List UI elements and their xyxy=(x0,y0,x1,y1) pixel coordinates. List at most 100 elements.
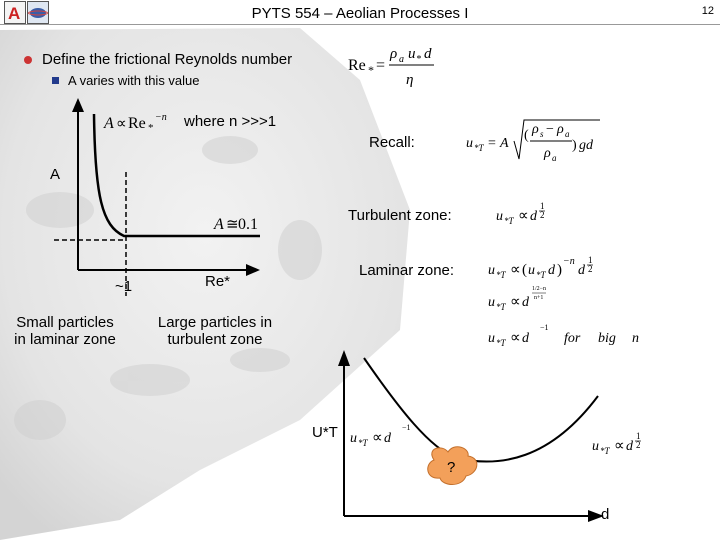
svg-text:for: for xyxy=(564,331,581,346)
svg-text:ρ: ρ xyxy=(556,122,564,137)
a-curve xyxy=(92,113,260,238)
svg-text:d: d xyxy=(530,209,538,224)
approx-one-label: ~1 xyxy=(115,278,133,295)
svg-text:∝: ∝ xyxy=(372,430,383,446)
svg-text:u: u xyxy=(496,209,503,224)
uncertain-region-blob xyxy=(427,446,478,485)
svg-text:−n: −n xyxy=(563,256,575,267)
ut-axis-arrow-icon xyxy=(338,350,350,366)
question-mark-label: ? xyxy=(447,459,456,476)
svg-text:u: u xyxy=(408,46,416,62)
svg-text:*: * xyxy=(148,122,154,134)
svg-text:∝: ∝ xyxy=(510,294,521,310)
svg-text:n: n xyxy=(632,331,639,346)
svg-text:a: a xyxy=(552,153,557,163)
svg-text:∝: ∝ xyxy=(510,330,521,346)
header-bar: A PYTS 554 – Aeolian Processes I 12 xyxy=(0,0,720,26)
svg-text:∝: ∝ xyxy=(614,438,625,454)
a-vs-re-graph xyxy=(54,98,260,296)
svg-text:d: d xyxy=(578,263,586,278)
svg-text:0.1: 0.1 xyxy=(238,216,258,233)
laminar-formula-1: u *T ∝ ( u *T d ) −n d 1 2 xyxy=(488,255,593,280)
ut-axis-label: U*T xyxy=(312,424,338,441)
svg-text:*T: *T xyxy=(496,302,507,312)
svg-text:*T: *T xyxy=(496,338,507,348)
large-particle-formula: u *T ∝ d 1 2 xyxy=(592,431,641,456)
svg-text:*: * xyxy=(368,63,374,77)
svg-text:a: a xyxy=(399,54,404,65)
svg-text:1/2−n: 1/2−n xyxy=(532,286,546,292)
svg-text:big: big xyxy=(598,331,616,346)
bullet-sub-text: A varies with this value xyxy=(68,73,200,88)
large-particles-label: Large particles in turbulent zone xyxy=(157,314,273,348)
svg-text:2: 2 xyxy=(540,210,545,220)
page-number: 12 xyxy=(701,5,714,17)
svg-text:n+1: n+1 xyxy=(534,295,543,301)
svg-text:1: 1 xyxy=(588,255,593,265)
svg-text:(: ( xyxy=(524,128,529,143)
svg-text:*T: *T xyxy=(600,446,611,456)
svg-text:A: A xyxy=(499,136,509,151)
svg-text:2: 2 xyxy=(636,440,641,450)
svg-text:u: u xyxy=(528,263,535,278)
d-axis-arrow-icon xyxy=(588,510,604,522)
a-axis-label: A xyxy=(50,166,61,183)
svg-text:*T: *T xyxy=(496,270,507,280)
re-axis-arrow-icon xyxy=(246,264,260,276)
svg-text:1: 1 xyxy=(636,431,641,441)
svg-text:ρ: ρ xyxy=(389,46,397,62)
svg-text:d: d xyxy=(548,263,556,278)
where-n-label: where n >>>1 xyxy=(184,113,277,130)
re-axis-label: Re* xyxy=(205,273,231,290)
svg-text:(: ( xyxy=(522,262,527,278)
svg-text:−1: −1 xyxy=(402,423,411,432)
recall-label: Recall: xyxy=(369,134,415,151)
svg-text:gd: gd xyxy=(579,138,594,153)
svg-text:∝: ∝ xyxy=(116,116,127,132)
svg-text:≅: ≅ xyxy=(226,217,239,233)
laminar-zone-label: Laminar zone: xyxy=(359,262,455,279)
ut-vs-d-graph xyxy=(338,350,604,522)
svg-text:d: d xyxy=(626,439,634,454)
small-particle-formula: u *T ∝ d −1 xyxy=(350,423,411,448)
svg-text:2: 2 xyxy=(588,264,593,274)
svg-text:u: u xyxy=(488,331,495,346)
a-constant-formula: A ≅ 0.1 xyxy=(213,216,258,233)
turbulent-zone-label: Turbulent zone: xyxy=(348,207,452,224)
university-logo: A xyxy=(4,1,26,24)
svg-text:d: d xyxy=(384,431,392,446)
svg-text:A: A xyxy=(213,216,224,233)
d-axis-label: d xyxy=(601,506,610,523)
svg-text:u: u xyxy=(488,295,495,310)
svg-text:∝: ∝ xyxy=(510,262,521,278)
a-axis-arrow-icon xyxy=(72,98,84,112)
slide-title: PYTS 554 – Aeolian Processes I xyxy=(251,5,469,22)
laminar-formula-3: u *T ∝ d −1 for big n xyxy=(488,323,639,348)
small-particles-label: Small particles in laminar zone xyxy=(14,314,116,348)
svg-text:A: A xyxy=(103,115,114,132)
svg-text:*T: *T xyxy=(358,438,369,448)
sub-bullet-square xyxy=(52,77,59,84)
svg-text:u: u xyxy=(488,263,495,278)
turbulent-formula: u *T ∝ d 1 2 xyxy=(496,201,545,226)
logo-a-icon: A xyxy=(8,4,20,23)
svg-text:∝: ∝ xyxy=(518,208,529,224)
svg-text:u: u xyxy=(466,136,473,151)
svg-text:a: a xyxy=(565,129,570,139)
svg-text:−n: −n xyxy=(155,112,167,123)
svg-text:): ) xyxy=(557,262,562,278)
svg-text:*T: *T xyxy=(474,143,485,153)
department-logo xyxy=(27,1,49,24)
svg-text:Re: Re xyxy=(348,57,366,74)
svg-text:1: 1 xyxy=(540,201,545,211)
svg-text:ρ: ρ xyxy=(543,146,551,161)
bullet-main-text: Define the frictional Reynolds number xyxy=(42,51,293,68)
bullet-dot xyxy=(24,56,32,64)
svg-text:*: * xyxy=(416,54,421,65)
svg-text:d: d xyxy=(522,295,530,310)
svg-text:*T: *T xyxy=(504,216,515,226)
logo-planet-icon xyxy=(28,8,48,18)
